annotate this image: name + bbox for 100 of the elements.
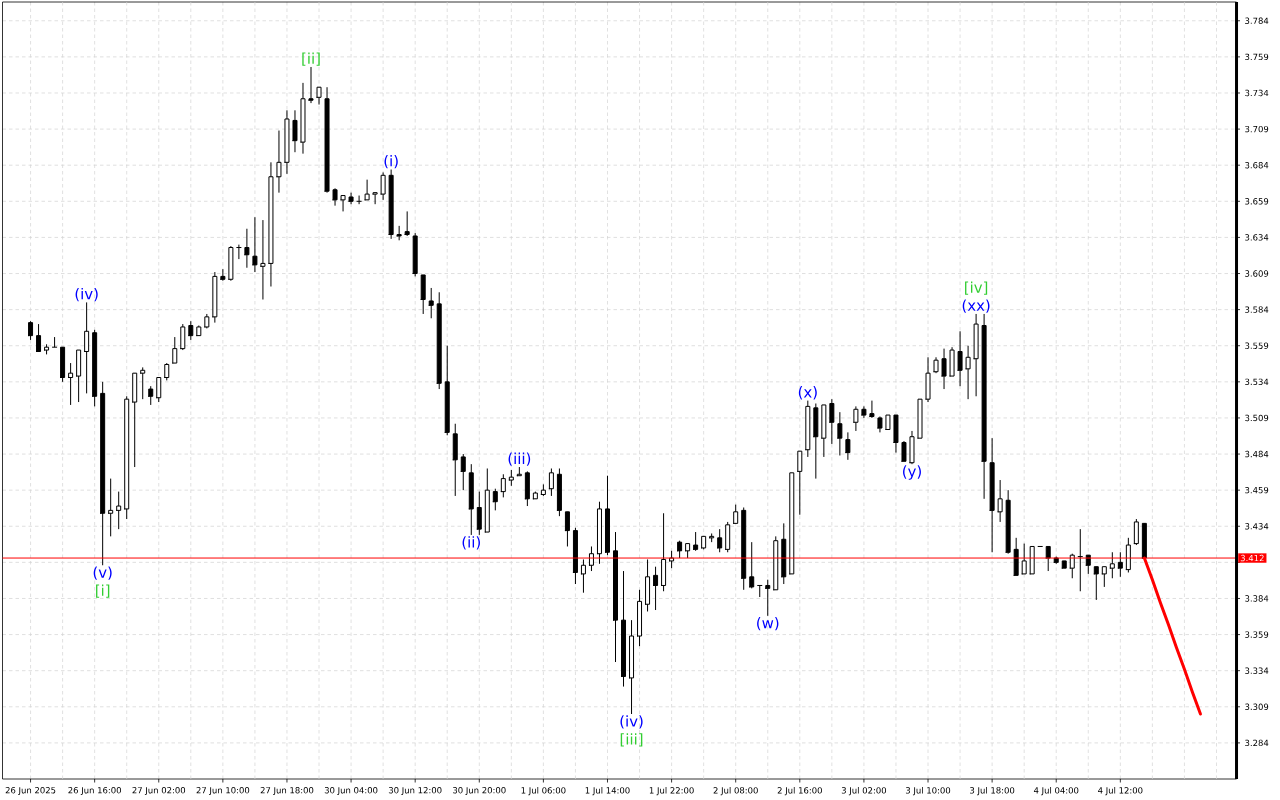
y-tick-label: 3.609 <box>1245 270 1269 277</box>
candlestick <box>340 195 346 212</box>
annotation: (iii) <box>508 452 531 466</box>
annotation: (w) <box>757 617 779 631</box>
candlestick <box>845 431 851 461</box>
x-tick-label: 1 Jul 14:00 <box>585 787 630 796</box>
candlestick <box>997 479 1003 523</box>
candlestick <box>28 320 34 341</box>
x-tick-label: 3 Jul 02:00 <box>841 787 887 796</box>
candlestick <box>148 385 154 406</box>
candlestick <box>292 109 298 153</box>
y-tick-label: 3.659 <box>1245 198 1269 205</box>
candlestick <box>180 323 186 351</box>
x-tick-label: 3 Jul 10:00 <box>905 787 951 796</box>
candlestick <box>717 528 723 553</box>
annotation: (v) <box>93 566 112 580</box>
candlestick <box>653 566 659 611</box>
candlestick <box>1133 518 1139 546</box>
candlestick <box>460 453 466 491</box>
annotation: (xx) <box>962 299 990 313</box>
candlestick <box>260 219 266 301</box>
y-tick-label: 3.484 <box>1245 450 1269 458</box>
candlestick <box>564 511 570 547</box>
annotation: (i) <box>384 155 398 169</box>
candlestick <box>749 541 755 589</box>
x-tick-label: 26 Jun 16:00 <box>68 787 121 796</box>
annotation: [i] <box>96 584 110 598</box>
y-tick-label: 3.634 <box>1245 234 1269 241</box>
x-tick-label: 4 Jul 04:00 <box>1033 787 1079 796</box>
candlestick <box>965 345 971 400</box>
candlestick <box>36 323 42 353</box>
candlestick <box>276 130 282 194</box>
candlestick <box>476 491 482 536</box>
x-tick-label: 1 Jul 06:00 <box>521 787 566 796</box>
y-tick-label: 3.359 <box>1245 631 1269 638</box>
x-tick-label: 2 Jul 16:00 <box>777 787 822 796</box>
candlestick <box>220 268 226 282</box>
x-tick-label: 26 Jun 2025 <box>5 787 56 796</box>
x-tick-label: 27 Jun 18:00 <box>260 787 314 796</box>
y-tick-label: 3.759 <box>1245 53 1269 61</box>
y-tick-label: 3.534 <box>1245 378 1269 386</box>
x-tick-label: 30 Jun 04:00 <box>324 787 378 796</box>
annotation: [ii] <box>302 52 320 66</box>
candlestick <box>380 171 386 201</box>
annotation: [iii] <box>620 733 643 747</box>
candlestick <box>52 336 58 348</box>
y-tick-label: 3.584 <box>1245 306 1269 313</box>
x-tick-label: 27 Jun 02:00 <box>132 787 186 796</box>
annotation: (iv) <box>75 287 98 302</box>
annotation: (y) <box>903 465 921 480</box>
candlestick <box>1021 543 1027 575</box>
x-tick-label: 1 Jul 22:00 <box>649 787 694 796</box>
candlestick <box>372 192 378 205</box>
y-tick-label: 3.309 <box>1245 703 1269 710</box>
candlestick <box>244 228 250 269</box>
candlestick <box>396 225 402 241</box>
candlestick <box>757 584 763 598</box>
candlestick <box>765 579 771 617</box>
candlestick <box>869 400 875 419</box>
candlestick <box>68 362 74 406</box>
candlestick <box>492 488 498 511</box>
candlestick <box>236 244 242 260</box>
y-tick-label: 3.284 <box>1245 739 1269 747</box>
candlestick <box>957 330 963 387</box>
candlestick <box>548 467 554 497</box>
x-tick-label: 3 Jul 18:00 <box>970 787 1015 796</box>
candlestick <box>308 66 314 104</box>
candlestick <box>797 450 803 516</box>
x-tick-label: 30 Jun 12:00 <box>388 787 442 796</box>
candlestick <box>108 478 114 537</box>
y-tick-label: 3.734 <box>1245 89 1269 97</box>
annotation: (x) <box>798 386 817 400</box>
candlestick <box>693 531 699 552</box>
y-tick-label: 3.384 <box>1245 595 1269 602</box>
candlestick <box>140 366 146 400</box>
candlestick <box>1109 551 1115 579</box>
candlestick <box>188 320 194 341</box>
candlestick <box>1101 566 1107 588</box>
y-tick-label: 3.684 <box>1245 162 1269 169</box>
candlestick <box>356 195 362 205</box>
x-tick-label: 27 Jun 10:00 <box>196 787 250 796</box>
candlestick <box>84 301 90 394</box>
candlestick <box>901 440 907 462</box>
candlestick <box>156 377 162 403</box>
y-tick-label: 3.459 <box>1245 486 1269 494</box>
candlestick <box>404 210 410 237</box>
candlestick <box>1077 528 1083 592</box>
candlestick <box>837 411 843 456</box>
candlestick <box>829 398 835 445</box>
candlestick <box>500 473 506 498</box>
candlestick <box>580 558 586 594</box>
candlestick <box>1093 566 1099 601</box>
candlestick <box>364 179 370 201</box>
y-tick-label: 3.559 <box>1245 342 1269 349</box>
candlestick <box>116 491 122 530</box>
y-tick-label: 3.334 <box>1245 667 1269 674</box>
annotation: (iv) <box>620 715 643 729</box>
candlestick <box>853 405 859 432</box>
x-tick-label: 4 Jul 12:00 <box>1098 787 1143 796</box>
y-tick-label: 3.509 <box>1245 414 1269 422</box>
